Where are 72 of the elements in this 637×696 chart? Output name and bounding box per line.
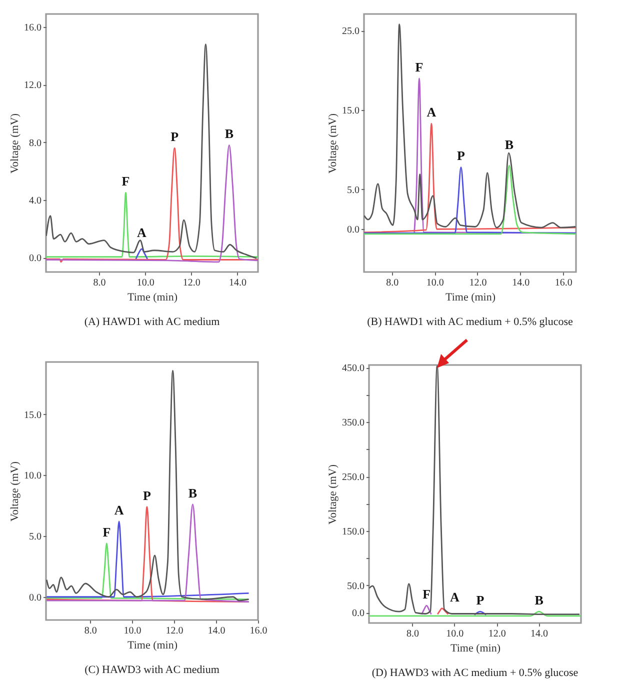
y-tick-label: 5.0 [29, 532, 42, 543]
annotation: P [457, 148, 466, 164]
line-series [46, 520, 250, 598]
line-series [46, 542, 250, 600]
x-tick-label: 14.0 [512, 278, 530, 288]
y-tick-label: 5.0 [347, 184, 360, 196]
y-tick-label: 150.0 [342, 526, 364, 538]
line-series [364, 122, 576, 234]
annotation: P [170, 129, 179, 144]
y-axis-title: Voltage (mV) [9, 113, 21, 174]
y-tick-label: 0.0 [29, 592, 42, 604]
x-tick-label: 10.0 [446, 628, 464, 640]
y-axis-title: Voltage (mV) [327, 113, 339, 174]
annotation: A [450, 589, 460, 604]
y-tick-label: 0.0 [352, 608, 364, 620]
annotation: B [504, 136, 514, 152]
text: (C) HAWD3 with AC medium [84, 664, 220, 676]
y-tick-label: 250.0 [342, 472, 364, 484]
annotation: B [188, 485, 198, 500]
x-tick-label: 14.0 [530, 628, 548, 640]
x-tick-label: 8.0 [386, 278, 399, 288]
x-axis-title: Time (min) [450, 642, 501, 654]
annotation: P [142, 488, 151, 503]
annotation: F [122, 174, 130, 189]
x-axis-title: Time (min) [445, 292, 496, 304]
annotation: A [136, 225, 147, 240]
line-series [364, 24, 576, 228]
y-tick-label: 16.0 [24, 22, 42, 34]
x-tick-label: 16.0 [554, 278, 572, 288]
y-tick-label: 15.0 [24, 410, 42, 421]
x-axis-title: Time (min) [127, 640, 178, 652]
annotation: F [415, 59, 424, 74]
x-tick-label: 8.0 [93, 278, 106, 288]
line-series [46, 370, 250, 602]
line-series [46, 44, 258, 260]
y-tick-label: 450.0 [342, 363, 364, 374]
y-tick-label: 25.0 [342, 26, 360, 38]
x-tick-label: 12.0 [469, 278, 487, 288]
annotation: B [224, 126, 234, 142]
annotation: B [534, 592, 544, 608]
x-tick-label: 10.0 [124, 626, 142, 636]
x-tick-label: 10.0 [136, 278, 154, 288]
text: (A) HAWD1 with AC medium [84, 316, 220, 328]
y-tick-label: 0.0 [347, 224, 360, 236]
x-tick-label: 8.0 [406, 628, 419, 640]
x-tick-label: 12.0 [182, 278, 200, 288]
x-axis-title: Time (min) [127, 292, 178, 304]
line-series [46, 192, 258, 258]
x-tick-label: 14.0 [208, 626, 226, 636]
annotation: F [422, 586, 431, 602]
x-tick-label: 14.0 [229, 278, 247, 288]
annotation: F [102, 524, 111, 540]
x-tick-label: 10.0 [426, 278, 444, 288]
y-tick-label: 8.0 [29, 138, 42, 149]
y-tick-label: 0.0 [29, 253, 42, 264]
annotation: A [426, 104, 437, 120]
y-tick-label: 10.0 [24, 470, 42, 482]
y-axis-title: Voltage (mV) [9, 461, 21, 522]
text: (D) HAWD3 with AC medium + 0.5% glucose [372, 667, 578, 679]
annotation: P [476, 592, 484, 608]
y-tick-label: 350.0 [342, 418, 364, 429]
y-tick-label: 4.0 [29, 195, 42, 206]
text: (B) HAWD1 with AC medium + 0.5% glucose [367, 316, 573, 328]
y-tick-label: 12.0 [24, 80, 42, 92]
y-tick-label: 15.0 [342, 106, 360, 117]
annotation: A [114, 502, 124, 518]
x-tick-label: 12.0 [166, 626, 184, 636]
x-tick-label: 8.0 [84, 626, 97, 636]
x-tick-label: 12.0 [488, 628, 506, 640]
y-axis-title: Voltage (mV) [327, 464, 339, 524]
y-tick-label: 50.0 [347, 580, 364, 592]
x-tick-label: 16.0 [250, 626, 268, 636]
